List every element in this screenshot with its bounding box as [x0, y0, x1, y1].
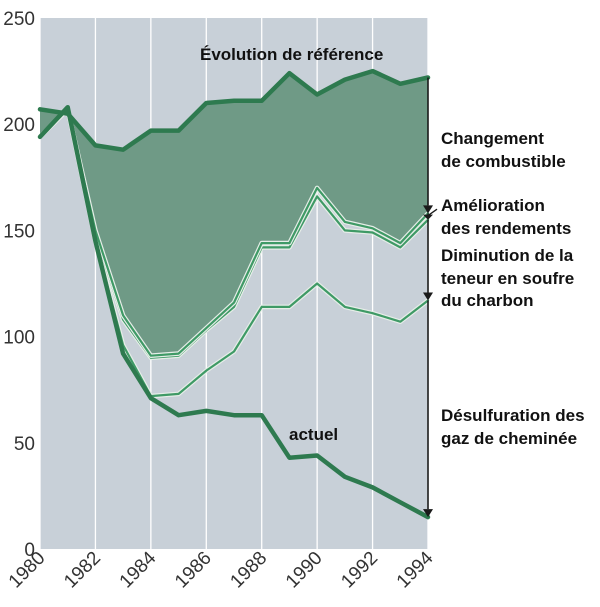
reference-label: Évolution de référence: [200, 45, 383, 64]
sulfur-reduction-label: Diminution de la teneur en soufre du cha…: [441, 246, 579, 310]
flue-gas-label: Désulfuration des gaz de cheminée: [441, 406, 589, 448]
bracket-arrowhead-3: [423, 292, 433, 301]
y-tick-label: 50: [14, 434, 35, 455]
efficiency-label: Amélioration des rendements: [441, 196, 571, 238]
bracket-arrowhead-2: [423, 214, 433, 220]
efficiency-label-line-1: Amélioration: [441, 196, 545, 215]
fuel-change-label-line-1: Changement: [441, 129, 544, 148]
flue-gas-label-line-1: Désulfuration des: [441, 406, 585, 425]
y-axis-tick-labels: 0 50 100 150 200 250: [3, 9, 35, 561]
reference-line: [37, 68, 431, 152]
y-tick-label: 250: [3, 9, 35, 30]
x-tick-label: 1994: [393, 547, 438, 592]
fuel-change-label-line-2: de combustible: [441, 152, 566, 171]
x-axis-tick-labels: 1980 1982 1984 1986 1988 1990 1992 1994: [5, 547, 438, 592]
efficiency-leader-line: [427, 208, 438, 217]
sulfur-reduction-label-line-1: Diminution de la: [441, 246, 574, 265]
y-tick-label: 0: [24, 540, 35, 561]
flue-gas-label-line-2: gaz de cheminée: [441, 429, 577, 448]
x-tick-label: 1990: [282, 548, 327, 593]
efficiency-upper-line: [38, 108, 430, 357]
actual-line: [37, 104, 431, 520]
y-tick-label: 150: [3, 221, 35, 242]
fuel-change-label: Changement de combustible: [441, 129, 566, 171]
x-tick-label: 1986: [171, 548, 216, 593]
bracket-arrowhead-4: [423, 509, 433, 518]
series-lines: [37, 68, 431, 520]
y-tick-label: 100: [3, 328, 35, 349]
sulfur-reduction-label-line-3: du charbon: [441, 291, 534, 310]
efficiency-label-line-2: des rendements: [441, 219, 571, 238]
bracket-arrows: [423, 77, 438, 518]
actual-label: actuel: [289, 425, 338, 444]
y-tick-label: 200: [3, 115, 35, 136]
x-tick-label: 1988: [227, 548, 272, 593]
x-tick-label: 1982: [60, 548, 105, 593]
x-tick-label: 1980: [5, 548, 50, 593]
x-tick-label: 1992: [337, 548, 382, 593]
sulfur-reduction-label-line-2: teneur en soufre: [441, 269, 574, 288]
bracket-arrowhead-1: [423, 205, 433, 214]
x-tick-label: 1984: [116, 547, 161, 592]
